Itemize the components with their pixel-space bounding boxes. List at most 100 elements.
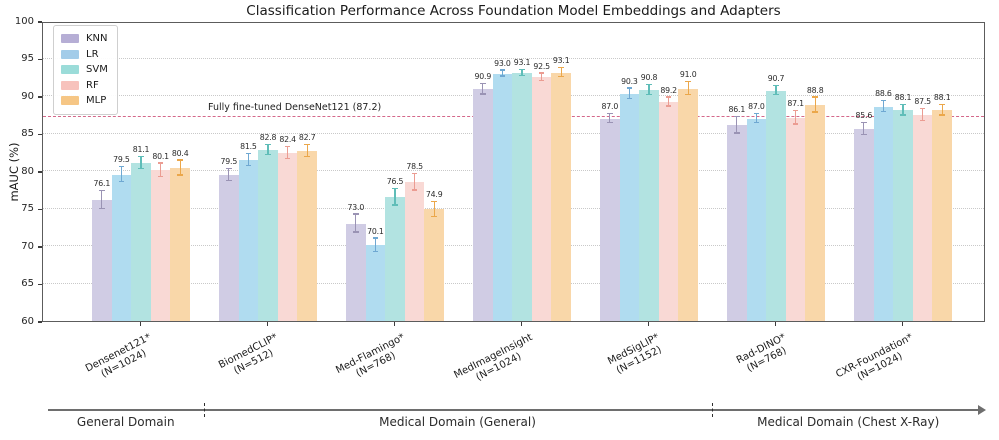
bar-knn-0 xyxy=(92,200,112,321)
error-bar-cap xyxy=(685,80,691,82)
error-bar-cap xyxy=(646,94,652,96)
bar-value-label: 79.5 xyxy=(113,155,130,165)
y-tick-label: 90 xyxy=(21,90,34,102)
legend-label: RF xyxy=(86,79,99,91)
y-tick-mark xyxy=(38,58,42,61)
legend-label: SVM xyxy=(86,64,108,76)
error-bar-cap xyxy=(919,107,926,109)
error-bar-cap xyxy=(499,75,506,77)
error-bar xyxy=(863,123,865,135)
reference-line-label: Fully fine-tuned DenseNet121 (87.2) xyxy=(208,102,382,113)
error-bar-cap xyxy=(939,103,945,105)
x-tick-text: CXR-Foundation* (N=1024) xyxy=(834,332,915,383)
bar-lr-4 xyxy=(619,93,640,321)
error-bar xyxy=(648,84,650,96)
bar-value-label: 87.5 xyxy=(914,96,931,106)
bar-knn-5 xyxy=(727,125,747,321)
y-tick-mark xyxy=(38,321,42,323)
bar-value-label: 76.5 xyxy=(386,177,404,186)
bar-value-label: 82.7 xyxy=(298,132,316,142)
error-bar-cap xyxy=(226,179,232,181)
error-bar-cap xyxy=(558,67,564,69)
bar-value-label: 91.0 xyxy=(679,69,697,79)
error-bar-cap xyxy=(372,250,379,252)
domain-axis-arrow-icon xyxy=(978,405,986,415)
x-tick-mark xyxy=(140,322,142,326)
x-tick-mark xyxy=(267,322,269,326)
bar-mlp-1 xyxy=(297,150,317,321)
error-bar xyxy=(140,156,142,169)
error-bar xyxy=(306,144,308,157)
error-bar xyxy=(902,105,904,116)
error-bar-cap xyxy=(245,152,252,154)
y-tick-mark xyxy=(38,208,42,211)
error-bar-cap xyxy=(304,143,310,145)
bar-mlp-0 xyxy=(170,168,190,321)
chart-title: Classification Performance Across Founda… xyxy=(246,3,781,19)
error-bar-cap xyxy=(431,215,437,217)
legend: KNN LR SVM RF MLP xyxy=(53,25,118,115)
x-tick-mark xyxy=(394,322,396,326)
error-bar xyxy=(922,108,924,121)
bar-rf-1 xyxy=(277,153,298,321)
error-bar-cap xyxy=(118,166,125,168)
domain-divider xyxy=(711,403,713,417)
error-bar-cap xyxy=(753,112,760,114)
bar-rf-2 xyxy=(404,182,425,321)
error-bar-cap xyxy=(392,187,398,189)
legend-swatch-lr xyxy=(61,49,79,59)
bar-svm-1 xyxy=(258,150,278,321)
error-bar-cap xyxy=(792,109,799,111)
error-bar-cap xyxy=(773,94,779,96)
domain-label: General Domain xyxy=(76,415,175,429)
bar-mlp-4 xyxy=(678,88,698,321)
error-bar-cap xyxy=(157,175,164,177)
error-bar-cap xyxy=(480,93,486,95)
error-bar xyxy=(687,81,689,96)
bar-rf-6 xyxy=(912,114,933,321)
domain-axis-line xyxy=(48,409,979,411)
legend-item-lr: LR xyxy=(61,47,108,63)
y-tick-mark xyxy=(38,21,42,23)
bar-svm-4 xyxy=(639,90,659,321)
error-bar-cap xyxy=(812,111,818,113)
plot-area: Fully fine-tuned DenseNet121 (87.2) 76.1 7… xyxy=(42,22,985,322)
error-bar-cap xyxy=(177,174,183,176)
error-bar xyxy=(668,97,670,107)
error-bar-cap xyxy=(538,79,545,81)
legend-label: KNN xyxy=(86,33,108,45)
error-bar-cap xyxy=(939,114,945,116)
bar-mlp-2 xyxy=(424,209,444,321)
bar-svm-2 xyxy=(385,197,405,321)
legend-swatch-svm xyxy=(61,65,79,75)
bar-value-label: 88.6 xyxy=(875,89,892,99)
error-bar-cap xyxy=(519,68,525,70)
error-bar xyxy=(394,189,396,206)
bar-value-label: 90.9 xyxy=(474,72,492,81)
error-bar-cap xyxy=(607,121,613,123)
bar-value-label: 93.1 xyxy=(513,57,531,67)
error-bar-cap xyxy=(499,69,506,71)
bar-value-label: 79.5 xyxy=(220,156,238,166)
bar-value-label: 88.1 xyxy=(933,93,951,102)
error-bar-cap xyxy=(138,167,144,169)
bar-value-label: 73.0 xyxy=(347,202,365,212)
legend-swatch-rf xyxy=(61,80,79,90)
domain-divider xyxy=(203,403,205,417)
error-bar-cap xyxy=(177,159,183,161)
bar-value-label: 82.8 xyxy=(259,132,277,142)
error-bar-cap xyxy=(812,96,818,98)
error-bar-cap xyxy=(519,74,525,76)
bar-value-label: 85.6 xyxy=(855,111,873,120)
bar-svm-6 xyxy=(893,110,913,321)
error-bar xyxy=(101,191,103,210)
error-bar-cap xyxy=(626,87,633,89)
error-bar xyxy=(628,88,630,99)
y-tick-label: 95 xyxy=(21,53,34,64)
error-bar-cap xyxy=(626,97,633,99)
y-tick-label: 75 xyxy=(21,203,34,214)
bar-mlp-3 xyxy=(551,72,571,321)
error-bar-cap xyxy=(919,119,926,121)
legend-item-knn: KNN xyxy=(61,31,108,47)
